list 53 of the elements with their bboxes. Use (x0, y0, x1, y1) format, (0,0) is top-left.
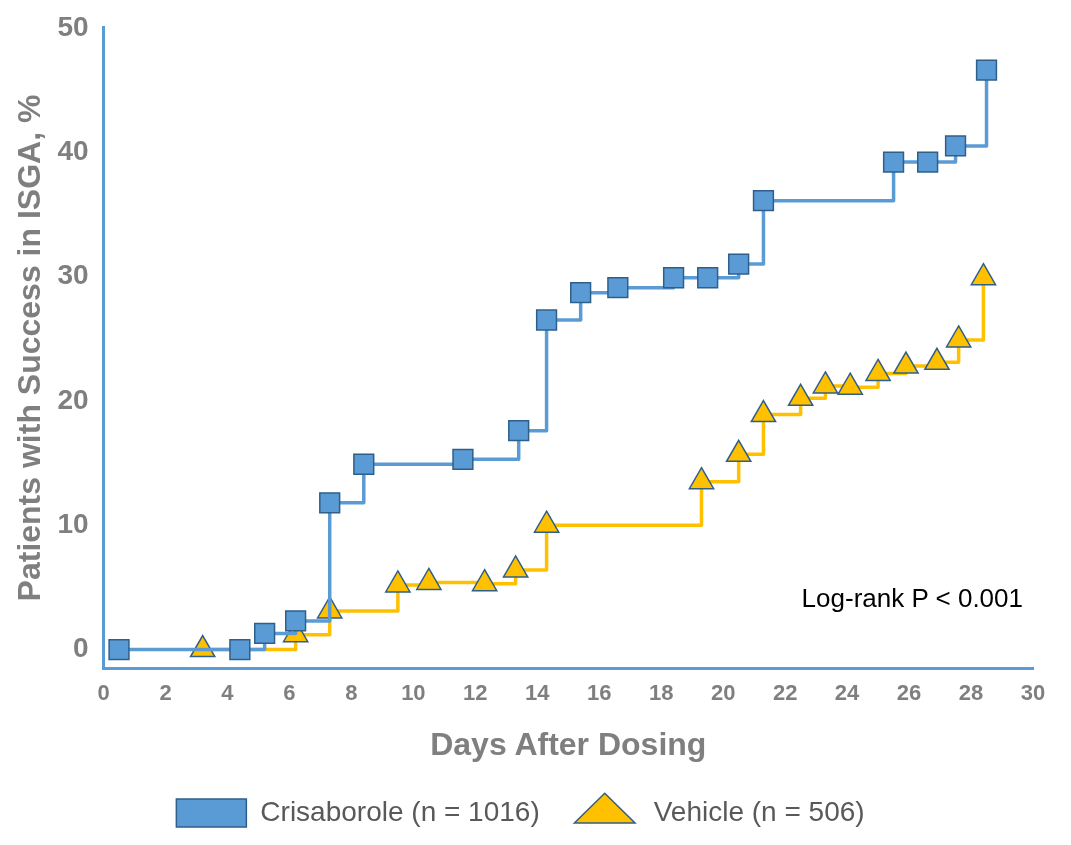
x-tick-label: 4 (221, 680, 235, 706)
legend-label: Crisaborole (n = 1016) (260, 795, 540, 827)
point (697, 267, 719, 289)
point (533, 510, 560, 533)
y-tick-label: 40 (57, 134, 89, 166)
y-axis-title: Patients with Success in ISGA, % (11, 94, 48, 602)
point (725, 439, 752, 463)
x-axis-title: Days After Dosing (430, 725, 707, 762)
x-tick-label: 14 (525, 680, 551, 706)
x-tick-label: 22 (772, 680, 798, 706)
point (570, 282, 592, 304)
y-tick-label: 10 (57, 507, 89, 539)
point (917, 151, 939, 173)
x-tick-label: 24 (834, 680, 861, 706)
point (750, 399, 777, 423)
annotation: Log-rank P < 0.001 (801, 583, 1023, 614)
x-tick-label: 2 (159, 680, 172, 706)
point (924, 347, 950, 371)
point (865, 358, 891, 382)
point (662, 267, 685, 289)
point (385, 570, 411, 593)
point (975, 59, 998, 81)
point (607, 277, 629, 299)
x-tick-label: 20 (710, 680, 736, 706)
x-tick-label: 16 (587, 680, 612, 706)
point (502, 555, 529, 578)
point (787, 383, 814, 407)
x-tick-label: 10 (401, 680, 426, 706)
point (752, 190, 775, 212)
point (944, 135, 967, 157)
point (688, 466, 715, 490)
point (415, 567, 442, 591)
x-tick-label: 18 (648, 680, 674, 706)
point (471, 568, 498, 592)
point (812, 371, 839, 394)
point (893, 351, 919, 374)
y-tick-label: 0 (72, 632, 89, 664)
legend-label: Vehicle (n = 506) (653, 795, 865, 827)
x-tick-label: 12 (463, 680, 488, 706)
point (882, 151, 905, 173)
x-tick-label: 0 (97, 680, 110, 706)
x-tick-label: 26 (896, 680, 922, 706)
point (945, 325, 972, 348)
point (728, 253, 750, 275)
point (535, 309, 558, 331)
y-tick-label: 20 (57, 383, 89, 415)
x-tick-label: 28 (958, 680, 984, 706)
y-tick-label: 30 (57, 259, 89, 291)
y-tick-label: 50 (57, 10, 89, 42)
point (837, 372, 864, 395)
x-tick-label: 30 (1020, 680, 1046, 706)
x-tick-label: 6 (283, 680, 296, 706)
x-tick-label: 8 (345, 680, 358, 706)
